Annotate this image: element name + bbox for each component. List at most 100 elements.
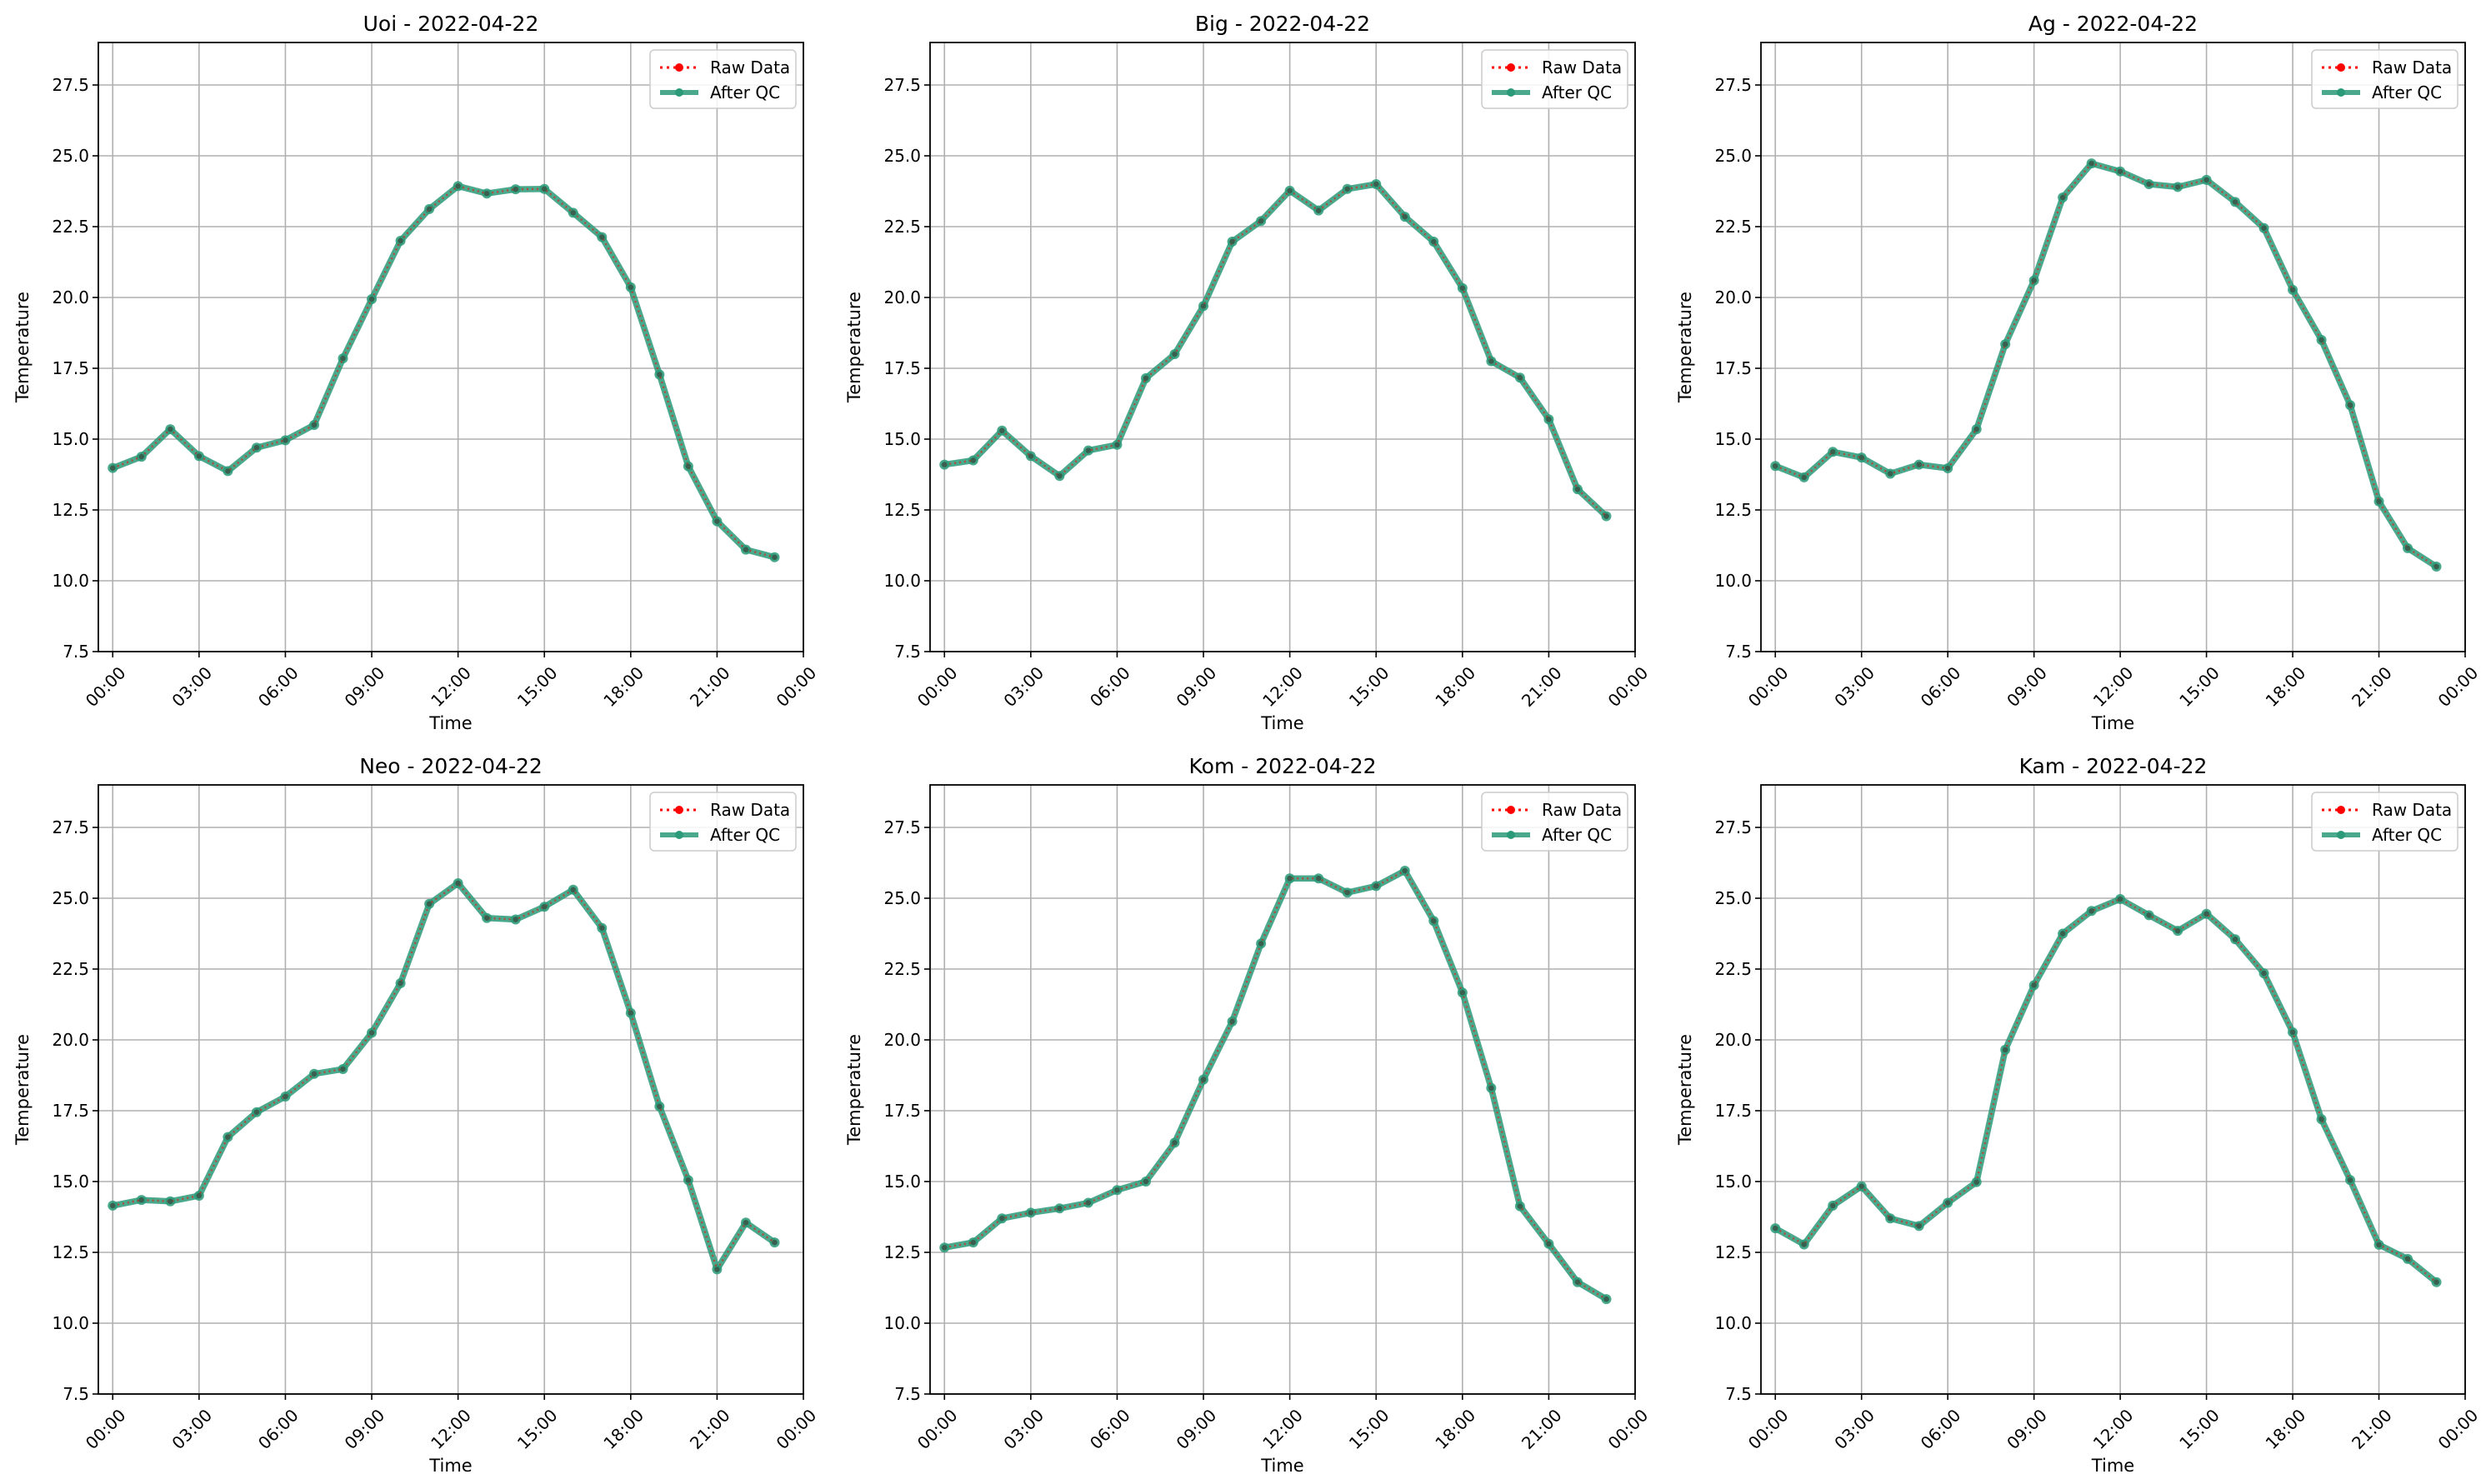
legend-label-after-qc: After QC: [1542, 82, 1612, 102]
axes-frame: [1760, 42, 2466, 652]
y-tick-label: 22.5: [883, 959, 921, 979]
legend-label-after-qc: After QC: [1542, 825, 1612, 845]
data-point-raw-data: [1574, 1279, 1581, 1285]
data-point-raw-data: [2002, 1047, 2008, 1053]
data-point-raw-data: [1258, 218, 1264, 224]
data-point-raw-data: [311, 1071, 318, 1077]
y-tick-label: 22.5: [1714, 217, 1752, 237]
data-point-raw-data: [2404, 545, 2411, 552]
data-point-raw-data: [714, 1267, 720, 1272]
data-point-raw-data: [1431, 238, 1437, 245]
legend: Raw Data After QC: [649, 792, 797, 852]
data-point-raw-data: [426, 206, 433, 212]
data-point-raw-data: [2232, 199, 2238, 205]
y-axis-label: Temperature: [844, 1034, 864, 1146]
data-point-raw-data: [1402, 867, 1408, 874]
data-point-raw-data: [942, 462, 948, 467]
data-point-raw-data: [942, 1245, 948, 1251]
data-point-raw-data: [1172, 1140, 1178, 1146]
data-point-raw-data: [1773, 1225, 1778, 1232]
data-point-raw-data: [1973, 426, 1979, 432]
data-point-raw-data: [1229, 1018, 1235, 1025]
data-point-raw-data: [196, 453, 203, 459]
data-point-raw-data: [1459, 285, 1466, 291]
y-axis-label: Temperature: [13, 292, 33, 403]
data-point-raw-data: [1287, 187, 1293, 194]
data-point-raw-data: [1143, 375, 1149, 382]
y-tick-label: 17.5: [52, 358, 89, 378]
data-point-raw-data: [999, 427, 1005, 433]
data-point-raw-data: [2002, 341, 2008, 347]
data-point-raw-data: [1229, 238, 1235, 245]
y-tick-label: 20.0: [1714, 1030, 1752, 1050]
chart-title: Kom - 2022-04-22: [1189, 754, 1377, 778]
data-point-raw-data: [1143, 1178, 1149, 1185]
y-tick-label: 17.5: [883, 1101, 921, 1121]
data-point-raw-data: [110, 465, 116, 471]
y-tick-label: 15.0: [883, 1172, 921, 1192]
y-tick-label: 27.5: [52, 75, 89, 95]
data-point-raw-data: [1373, 883, 1379, 889]
legend-label-raw-data: Raw Data: [2372, 57, 2452, 77]
data-point-raw-data: [1315, 876, 1322, 882]
data-point-raw-data: [483, 915, 490, 922]
y-tick-label: 15.0: [52, 429, 89, 449]
data-point-raw-data: [1916, 462, 1922, 467]
data-point-raw-data: [1944, 1200, 1951, 1206]
legend-label-raw-data: Raw Data: [1542, 800, 1622, 820]
y-tick-label: 20.0: [883, 1030, 921, 1050]
data-point-raw-data: [2347, 1177, 2353, 1183]
y-axis-label: Temperature: [1675, 292, 1695, 403]
y-tick-label: 10.0: [1714, 571, 1752, 591]
y-tick-label: 17.5: [1714, 1101, 1752, 1121]
y-tick-label: 12.5: [1714, 500, 1752, 520]
data-point-raw-data: [2146, 912, 2152, 918]
data-point-raw-data: [2404, 1256, 2411, 1262]
data-point-raw-data: [368, 296, 375, 302]
data-point-raw-data: [1830, 449, 1836, 455]
legend-label-raw-data: Raw Data: [1542, 57, 1622, 77]
series-line-after-qc: [109, 182, 778, 561]
data-point-raw-data: [1373, 181, 1379, 187]
legend-marker-raw-data: [1507, 63, 1515, 72]
data-point-raw-data: [1603, 513, 1609, 519]
y-axis-label: Temperature: [1675, 1034, 1695, 1146]
data-point-raw-data: [2376, 498, 2382, 504]
legend-marker-raw-data: [675, 806, 683, 814]
data-point-raw-data: [2289, 287, 2296, 293]
data-point-raw-data: [455, 880, 461, 887]
data-point-raw-data: [2174, 927, 2181, 934]
legend-marker-raw-data: [1507, 806, 1515, 814]
legend-label-after-qc: After QC: [710, 82, 780, 102]
data-point-raw-data: [168, 426, 173, 432]
chart-title: Big - 2022-04-22: [1195, 12, 1370, 36]
y-tick-label: 10.0: [883, 1313, 921, 1333]
y-axis-label: Temperature: [13, 1034, 33, 1146]
data-point-raw-data: [743, 547, 749, 552]
y-tick-label: 22.5: [1714, 959, 1752, 979]
y-tick-label: 17.5: [883, 358, 921, 378]
y-tick-label: 17.5: [1714, 358, 1752, 378]
y-tick-label: 25.0: [1714, 888, 1752, 908]
y-tick-label: 7.5: [1725, 1384, 1752, 1404]
data-point-raw-data: [772, 1239, 778, 1246]
data-point-raw-data: [685, 463, 692, 469]
data-point-raw-data: [1574, 486, 1581, 492]
series-line-raw-data: [944, 869, 1608, 1301]
legend-label-raw-data: Raw Data: [710, 57, 790, 77]
data-point-raw-data: [1801, 474, 1807, 481]
data-point-raw-data: [1057, 1206, 1063, 1212]
data-point-raw-data: [2117, 168, 2123, 174]
axes-frame: [1760, 784, 2466, 1395]
data-point-raw-data: [2146, 181, 2152, 187]
legend-marker-raw-data: [2337, 63, 2345, 72]
data-point-raw-data: [398, 237, 403, 244]
y-tick-label: 7.5: [894, 1384, 921, 1404]
y-tick-label: 12.5: [52, 500, 89, 520]
data-point-raw-data: [743, 1220, 749, 1226]
x-axis-label: Time: [428, 1456, 472, 1476]
data-point-raw-data: [970, 1239, 976, 1246]
y-tick-label: 25.0: [52, 888, 89, 908]
y-tick-label: 22.5: [52, 217, 89, 237]
data-point-raw-data: [1431, 918, 1437, 924]
